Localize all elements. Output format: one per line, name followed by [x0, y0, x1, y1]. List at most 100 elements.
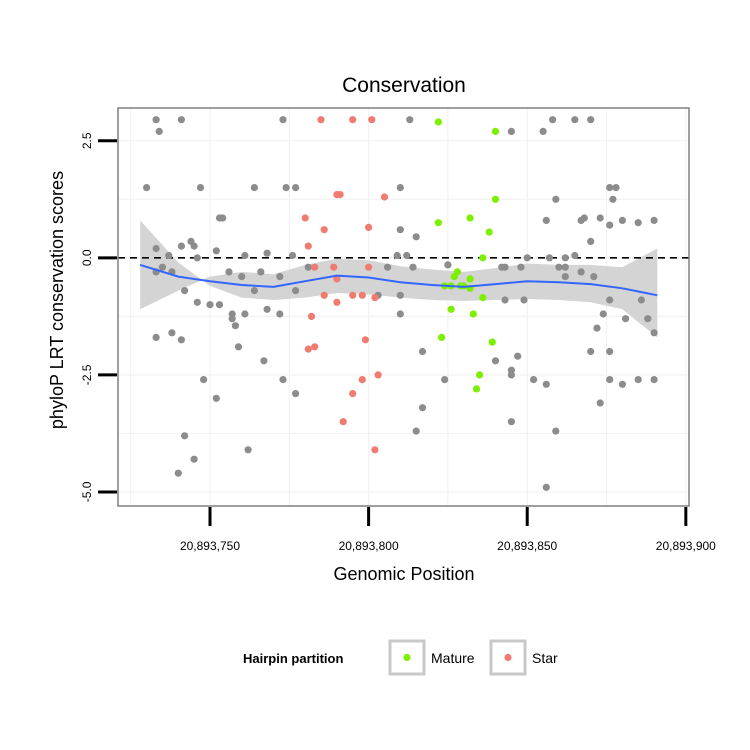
x-axis: 20,893,750 20,893,800 20,893,850 20,893,900 — [180, 507, 716, 553]
point-mature — [450, 273, 458, 281]
point-other — [561, 254, 569, 262]
point-other — [542, 380, 550, 388]
point-other — [193, 254, 201, 262]
point-other — [587, 237, 595, 245]
point-other — [507, 418, 515, 426]
point-other — [244, 446, 252, 454]
confidence-band — [140, 220, 658, 338]
point-other — [276, 310, 284, 318]
point-other — [250, 287, 258, 295]
point-other — [282, 184, 290, 192]
point-other — [212, 247, 220, 255]
point-other — [393, 251, 401, 260]
x-tick-label: 20,893,850 — [497, 539, 557, 553]
y-axis-title: phyloP LRT conservation scores — [47, 171, 67, 429]
point-star — [358, 376, 366, 384]
point-other — [580, 214, 588, 222]
point-other — [165, 251, 173, 260]
y-tick-label: 0.0 — [80, 249, 94, 266]
point-other — [634, 376, 642, 384]
legend-label-star: Star — [532, 650, 558, 666]
point-other — [444, 261, 452, 269]
point-other — [520, 296, 528, 304]
point-other — [618, 380, 627, 388]
point-other — [292, 184, 300, 192]
point-mature — [491, 195, 500, 203]
point-other — [263, 305, 271, 313]
legend: Hairpin partition Mature Star — [243, 639, 558, 676]
point-other — [606, 184, 614, 192]
point-mature — [485, 228, 493, 236]
point-mature — [434, 118, 442, 126]
point-other — [418, 404, 427, 412]
point-other — [152, 244, 160, 253]
point-other — [263, 249, 271, 257]
point-star — [311, 263, 319, 271]
point-other — [517, 263, 525, 271]
point-other — [599, 310, 607, 318]
point-other — [552, 427, 560, 435]
point-star — [330, 263, 338, 271]
point-other — [530, 376, 538, 384]
point-mature — [438, 333, 446, 341]
point-star — [304, 345, 312, 353]
point-star — [333, 275, 341, 283]
panel-background — [118, 108, 689, 506]
point-star — [368, 116, 376, 124]
point-other — [622, 315, 630, 323]
point-other — [177, 336, 185, 344]
point-star — [365, 263, 373, 271]
point-mature — [479, 254, 487, 262]
point-mature — [466, 275, 474, 283]
point-other — [507, 127, 515, 135]
point-other — [637, 296, 646, 304]
point-other — [304, 263, 312, 271]
chart-title: Conservation — [342, 74, 466, 97]
point-other — [596, 399, 604, 407]
legend-key-star — [489, 639, 527, 676]
gridlines — [118, 108, 689, 506]
point-other — [650, 216, 658, 224]
point-other — [403, 251, 411, 260]
point-other — [241, 251, 249, 260]
point-star — [365, 223, 373, 231]
smooth-line — [139, 263, 658, 297]
point-star — [371, 446, 379, 454]
point-star — [320, 226, 328, 234]
point-other — [177, 116, 185, 124]
point-other — [571, 116, 579, 124]
point-other — [587, 116, 595, 124]
point-star — [349, 291, 357, 299]
point-other — [212, 394, 220, 402]
point-other — [412, 427, 420, 435]
point-other — [491, 357, 500, 365]
point-other — [609, 195, 617, 203]
point-other — [441, 376, 449, 384]
point-other — [587, 347, 595, 356]
point-other — [276, 273, 284, 281]
point-other — [241, 310, 249, 318]
point-other — [231, 322, 239, 330]
point-other — [606, 347, 614, 356]
point-other — [152, 333, 160, 341]
point-other — [523, 254, 531, 262]
point-other — [650, 376, 658, 384]
point-other — [193, 298, 201, 306]
plot-panel — [117, 107, 690, 507]
legend-title: Hairpin partition — [243, 651, 343, 666]
point-other — [155, 127, 163, 135]
legend-dot-star — [504, 653, 512, 662]
point-other — [168, 329, 176, 337]
point-other — [190, 242, 198, 250]
point-other — [181, 432, 189, 440]
point-star — [317, 116, 325, 124]
point-mature — [479, 294, 487, 302]
point-star — [311, 343, 319, 351]
point-other — [409, 263, 417, 271]
point-star — [358, 291, 366, 299]
point-mature — [491, 127, 500, 135]
legend-dot-mature — [403, 653, 411, 662]
point-star — [333, 298, 341, 306]
point-other — [612, 184, 620, 192]
point-star — [374, 371, 382, 379]
